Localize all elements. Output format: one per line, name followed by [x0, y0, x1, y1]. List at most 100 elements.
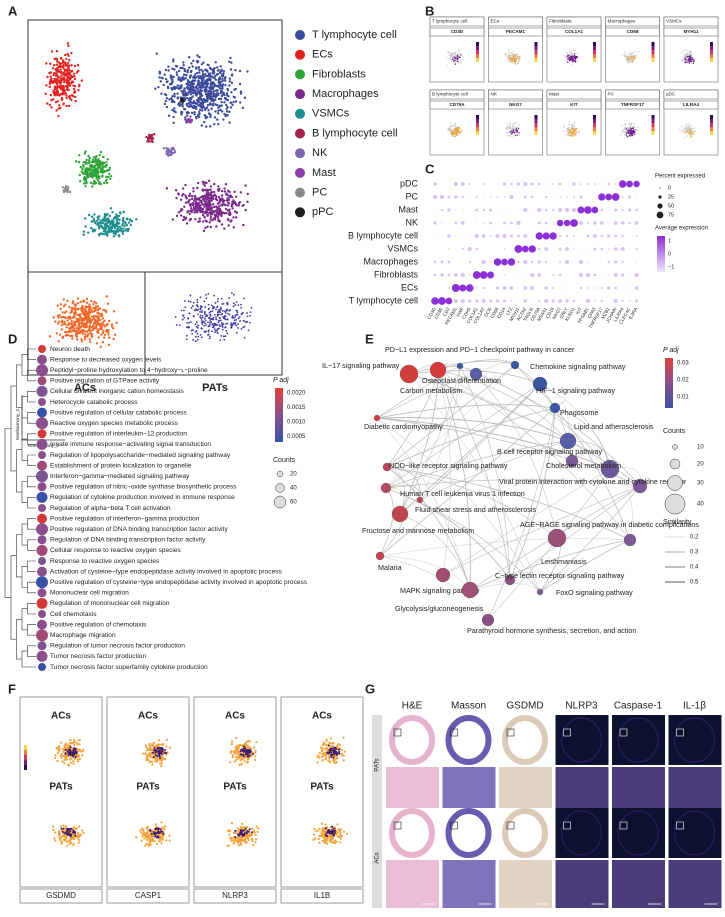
cell-dot	[447, 128, 450, 130]
dot	[537, 207, 542, 213]
cell-dot	[685, 123, 688, 125]
cell-dot	[221, 87, 224, 90]
cell-dot	[64, 742, 67, 745]
dot	[468, 260, 471, 264]
cell-dot	[216, 211, 219, 214]
cell-dot	[217, 109, 220, 112]
cell-dot	[130, 220, 134, 223]
legend-tick: 0.0010	[287, 420, 306, 426]
cell-dot	[234, 216, 238, 219]
colorbar	[710, 123, 713, 127]
cell-dot	[160, 746, 163, 749]
cell-dot	[181, 187, 185, 190]
cell-dot	[569, 51, 571, 53]
edge	[386, 466, 421, 501]
cell-dot	[571, 123, 574, 126]
legend-swatch	[295, 167, 305, 178]
cell-dot	[102, 308, 105, 312]
cell-dot	[246, 315, 249, 318]
legend-tick: 0.4	[690, 565, 699, 571]
cell-dot	[217, 69, 220, 72]
cell-dot	[221, 77, 224, 81]
cell-dot	[135, 836, 138, 839]
cell-dot	[62, 754, 65, 757]
cell-dot	[565, 60, 568, 62]
term-dot	[37, 513, 47, 524]
cell-dot	[449, 58, 451, 60]
dot	[538, 287, 540, 289]
cell-dot	[104, 222, 107, 225]
dot	[593, 247, 597, 251]
cell-dot	[627, 131, 630, 134]
dot	[518, 287, 519, 289]
cell-dot	[88, 303, 91, 306]
dot	[523, 259, 528, 265]
cell-dot	[509, 57, 512, 60]
cell-dot	[67, 840, 70, 843]
cell-dot	[208, 196, 211, 200]
cell-dot	[203, 211, 207, 215]
cell-dot	[234, 195, 238, 198]
cell-dot	[210, 194, 213, 198]
tile-head	[546, 16, 602, 27]
cell-dot	[511, 135, 513, 137]
cell-dot	[508, 51, 510, 53]
cell-dot	[78, 825, 81, 828]
cell-dot	[64, 756, 67, 760]
edge	[469, 539, 631, 591]
cell-dot	[454, 59, 456, 62]
cell-dot	[203, 317, 206, 320]
cell-dot	[166, 86, 170, 90]
cell-dot	[511, 127, 514, 130]
cell-dot	[194, 335, 197, 338]
dot	[482, 182, 485, 186]
cell-dot	[74, 320, 78, 323]
cell-dot	[506, 52, 508, 55]
cell-dot	[154, 823, 157, 826]
cell-dot	[92, 217, 96, 221]
cell-dot	[446, 57, 448, 59]
cell-dot	[82, 831, 85, 835]
cell-dot	[194, 73, 197, 76]
cell-dot	[629, 127, 632, 129]
cell-dot	[570, 51, 573, 54]
cell-dot	[168, 150, 172, 153]
legend-swatch	[295, 89, 305, 100]
cell-dot	[94, 222, 97, 225]
tile-cell: Macrophages	[608, 19, 637, 24]
edge	[379, 407, 556, 557]
node	[565, 454, 579, 468]
cell-dot	[237, 327, 239, 329]
cell-dot	[150, 140, 153, 143]
cell-dot	[97, 311, 100, 315]
panel-letter: E	[365, 331, 374, 346]
cell-dot	[76, 297, 80, 300]
cell-dot	[110, 323, 114, 326]
dot	[460, 298, 465, 304]
cell-dot	[237, 201, 241, 205]
cell-dot	[75, 754, 79, 757]
dot	[495, 299, 500, 303]
cell-dot	[194, 218, 197, 221]
cell-dot	[201, 314, 204, 317]
cell-dot	[181, 66, 184, 70]
cell-dot	[507, 128, 509, 130]
cell-dot	[203, 181, 207, 184]
cell-dot	[223, 203, 226, 206]
cell-dot	[161, 837, 164, 840]
dot	[634, 221, 639, 225]
cell-dot	[451, 53, 454, 55]
colorbar	[534, 50, 538, 54]
cell-dot	[80, 338, 83, 341]
dot	[599, 221, 604, 225]
cell-dot	[77, 160, 81, 164]
cell-dot	[633, 133, 636, 136]
cell-dot	[458, 63, 460, 65]
cell-dot	[452, 135, 454, 137]
cell-dot	[88, 306, 92, 310]
cell-dot	[173, 107, 176, 110]
pathway-label: PD−L1 expression and PD−1 checkpoint pat…	[385, 345, 575, 354]
cell-dot	[184, 116, 187, 119]
cell-dot	[76, 331, 80, 335]
cell-dot	[578, 131, 580, 134]
